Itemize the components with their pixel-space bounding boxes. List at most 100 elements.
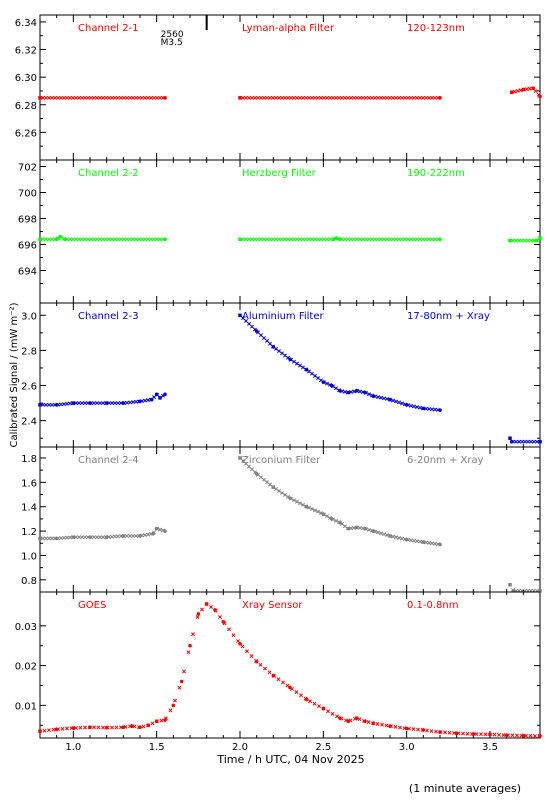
series-mark	[113, 95, 117, 100]
series-mark	[42, 728, 47, 733]
series-mark	[161, 237, 165, 242]
series-mark	[409, 237, 413, 242]
series-mark	[307, 505, 311, 510]
series-mark	[331, 384, 335, 389]
series-mark	[412, 237, 416, 242]
series-mark	[307, 95, 311, 100]
series-mark	[523, 238, 527, 243]
series-mark	[526, 238, 530, 243]
series-mark	[421, 95, 425, 100]
series-mark	[259, 95, 263, 100]
series-mark	[375, 722, 380, 726]
series-mark	[47, 95, 51, 100]
series-mark	[116, 95, 120, 100]
series-mark	[403, 237, 407, 242]
series-mark	[364, 391, 368, 395]
series-mark	[271, 344, 275, 349]
series-mark	[98, 95, 102, 100]
series-mark	[340, 522, 344, 526]
series-mark	[110, 401, 114, 406]
series-mark	[114, 725, 119, 730]
series-mark	[241, 95, 245, 100]
x-tick-label: 3.5	[482, 742, 498, 753]
series-mark	[101, 725, 105, 730]
y-tick-label: 0.02	[15, 662, 37, 673]
series-1	[38, 392, 167, 407]
series-mark	[125, 237, 129, 242]
series-mark	[119, 95, 123, 100]
series-mark	[376, 530, 380, 535]
series-mark	[298, 363, 302, 368]
series-mark	[362, 718, 366, 723]
series-mark	[110, 534, 114, 539]
series-mark	[430, 95, 434, 100]
series-mark	[105, 725, 110, 730]
series-mark	[83, 95, 87, 100]
series-mark	[343, 237, 347, 242]
series-mark	[152, 530, 156, 535]
series-mark	[41, 536, 45, 541]
series-mark	[241, 316, 245, 321]
y-tick-label: 1.6	[21, 478, 37, 489]
series-mark	[376, 395, 380, 400]
series-mark	[159, 718, 164, 723]
series-mark	[116, 401, 120, 406]
series-mark	[131, 400, 135, 405]
flare-marker-label: 2560	[161, 30, 184, 40]
channel-label: Channel 2-1	[78, 23, 139, 34]
series-3	[509, 86, 542, 99]
footnote: (1 minute averages)	[409, 782, 521, 795]
x-tick-label: 2.5	[315, 742, 331, 753]
series-mark	[50, 536, 54, 541]
series-mark	[137, 95, 141, 100]
series-mark	[382, 95, 386, 100]
series-mark	[107, 535, 111, 539]
series-mark	[283, 353, 287, 358]
series-mark	[397, 535, 401, 540]
series-mark	[334, 518, 338, 523]
series-mark	[213, 608, 218, 613]
series-mark	[236, 639, 240, 644]
series-mark	[361, 526, 365, 531]
series-mark	[62, 95, 66, 100]
series-mark	[415, 237, 419, 242]
series-mark	[514, 238, 518, 243]
series-mark	[349, 237, 353, 242]
series-mark	[398, 725, 402, 730]
series-mark	[385, 533, 389, 538]
series-mark	[143, 95, 147, 100]
series-mark	[231, 633, 236, 638]
series-mark	[51, 727, 56, 732]
series-mark	[267, 670, 272, 675]
data-point	[196, 612, 201, 616]
panel-frame	[39, 446, 541, 593]
series-mark	[152, 95, 156, 100]
series-mark	[512, 89, 517, 94]
series-mark	[285, 683, 290, 688]
series-mark	[56, 536, 60, 541]
series-mark	[295, 499, 299, 504]
series-mark	[388, 533, 392, 538]
series-mark	[355, 525, 359, 530]
series-mark	[400, 401, 404, 406]
series-mark	[283, 492, 287, 497]
series-mark	[245, 649, 249, 654]
series-mark	[78, 725, 83, 730]
series-mark	[286, 237, 290, 242]
channel-label: Channel 2-3	[78, 311, 139, 322]
series-mark	[110, 237, 114, 242]
series-mark	[328, 237, 332, 242]
series-mark	[358, 389, 362, 394]
series-mark	[271, 237, 275, 242]
series-mark	[537, 734, 542, 738]
series-mark	[330, 711, 335, 716]
series-mark	[520, 238, 524, 243]
series-mark	[247, 464, 251, 469]
y-tick-label: 2.8	[21, 346, 37, 357]
series-mark	[301, 502, 305, 507]
series-mark	[322, 237, 326, 242]
series-mark	[339, 716, 344, 721]
series-mark	[149, 237, 153, 242]
series-mark	[508, 238, 512, 243]
y-tick-label: 694	[18, 267, 37, 278]
